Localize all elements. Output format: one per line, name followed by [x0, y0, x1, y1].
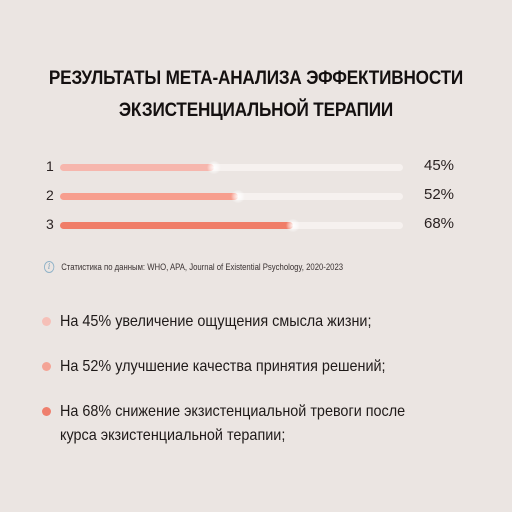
bar-chart: 1 45% 2 52% 3 68%: [40, 152, 470, 242]
bar-value-label: 68%: [424, 215, 455, 232]
bullet-dot-icon: [42, 362, 51, 371]
bullet-text: На 52% улучшение качества принятия решен…: [60, 358, 386, 375]
bullet-item: На 52% улучшение качества принятия решен…: [42, 355, 482, 379]
bar-track: [60, 190, 403, 203]
title-line-1: РЕЗУЛЬТАТЫ МЕТА-АНАЛИЗА ЭФФЕКТИВНОСТИ: [48, 67, 464, 89]
chart-title: РЕЗУЛЬТАТЫ МЕТА-АНАЛИЗА ЭФФЕКТИВНОСТИ ЭК…: [31, 62, 482, 126]
bar-category-label: 1: [46, 158, 54, 174]
bar-end-glow: [286, 219, 301, 232]
bar-category-label: 2: [46, 187, 54, 203]
bar: [60, 222, 294, 229]
bar-track: [60, 161, 403, 174]
source-text: Статистика по данным: WHO, APA, Journal …: [61, 262, 344, 272]
bar-track: [60, 219, 403, 232]
bullet-item: На 45% увеличение ощущения смысла жизни;: [42, 310, 482, 334]
bar: [60, 193, 239, 200]
bar-value-label: 45%: [424, 157, 455, 174]
bar-value-label: 52%: [424, 186, 455, 203]
bullet-text: На 45% увеличение ощущения смысла жизни;: [60, 313, 372, 330]
bar-end-glow: [207, 161, 222, 174]
bar-row-2: 2 52%: [40, 181, 470, 211]
bar-category-label: 3: [46, 216, 54, 232]
bar-row-1: 1 45%: [40, 152, 470, 182]
title-line-2: ЭКЗИСТЕНЦИАЛЬНОЙ ТЕРАПИИ: [118, 99, 394, 121]
info-icon: i: [44, 261, 55, 273]
bullet-text: На 68% снижение экзистенциальной тревоги…: [60, 403, 406, 444]
bar: [60, 164, 215, 171]
bullet-dot-icon: [42, 407, 51, 416]
source-note: i Статистика по данным: WHO, APA, Journa…: [44, 261, 343, 273]
bar-end-glow: [231, 190, 246, 203]
bar-row-3: 3 68%: [40, 210, 470, 240]
bullet-item: На 68% снижение экзистенциальной тревоги…: [42, 400, 482, 448]
bullet-dot-icon: [42, 317, 51, 326]
